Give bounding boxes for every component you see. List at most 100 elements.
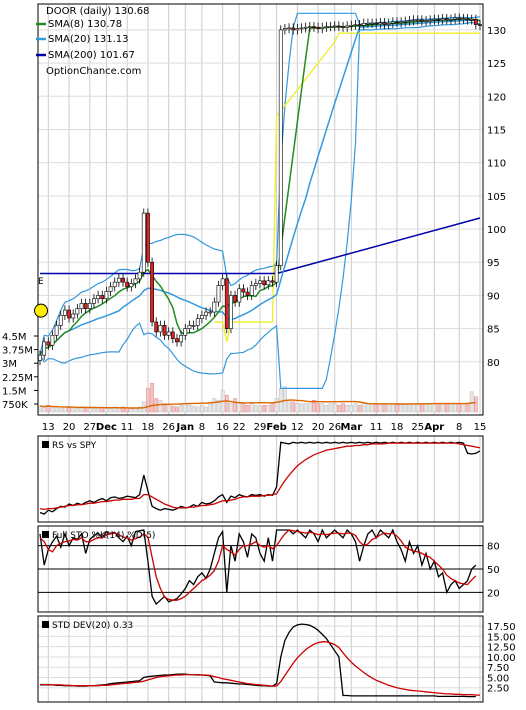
candle-body <box>415 19 420 22</box>
candle-body <box>63 309 67 316</box>
volume-bar <box>469 391 474 413</box>
volume-bar <box>195 406 200 413</box>
watermark-label: OptionChance.com <box>46 66 141 77</box>
volume-bar <box>390 403 395 413</box>
volume-bar <box>349 404 354 413</box>
volume-bar <box>150 383 154 413</box>
volume-bar <box>307 403 312 413</box>
candle-body <box>428 19 433 22</box>
price-chart-title: DOOR (daily) 130.68 <box>46 6 150 17</box>
candle-body <box>58 315 63 326</box>
indicator-y-tick-label: 20 <box>487 588 500 599</box>
volume-bar <box>366 403 370 413</box>
candle-body <box>175 338 179 343</box>
candle-body <box>133 278 138 284</box>
volume-bar <box>453 403 457 413</box>
volume-bar <box>175 406 179 413</box>
price-panel-frame <box>37 3 484 416</box>
candle-body <box>162 325 167 336</box>
volume-bar <box>212 398 217 413</box>
grid-layer <box>38 4 483 702</box>
candle-body <box>104 291 109 300</box>
indicator-layer <box>39 441 481 698</box>
volume-bar <box>200 404 204 413</box>
candle-body <box>158 325 163 333</box>
candle-body <box>54 325 59 336</box>
candle-body <box>307 26 312 28</box>
candle-body <box>129 283 134 288</box>
axis-layer: 13 20 27 Dec 11 18 26 Jan 8 16 22 29 Feb 12 20 26 Mar 11 1… <box>2 26 516 695</box>
candle-body <box>457 17 462 20</box>
price-y-tick-label: 95 <box>487 258 500 269</box>
indicator-y-tick-label: 7.50 <box>487 663 509 674</box>
legend-sma8-label: SMA(8) 130.78 <box>48 19 122 30</box>
volume-bar <box>299 403 304 413</box>
volume-bar <box>465 403 470 413</box>
sto-legend-swatch <box>42 531 49 538</box>
volume-bar <box>449 403 453 413</box>
volume-bar <box>341 403 345 413</box>
earnings-marker-circle <box>34 303 48 318</box>
volume-bar <box>432 403 437 413</box>
volume-y-tick-label: 3M <box>2 359 17 370</box>
price-y-tick-label: 120 <box>487 92 506 103</box>
legend-sma200: SMA(200) 101.67 <box>36 50 135 61</box>
candle-body <box>291 27 296 31</box>
candle-body <box>212 301 217 313</box>
candle-body <box>444 18 449 21</box>
indicator-2-series-1-line <box>40 641 480 696</box>
candle-body <box>154 321 159 333</box>
volume-bar <box>208 401 213 413</box>
stddev-panel-title: STD DEV(20) 0.33 <box>52 621 133 631</box>
volume-bar <box>287 399 291 413</box>
x-tick-label: Apr <box>424 422 444 433</box>
volume-bar <box>253 404 258 413</box>
candle-layer <box>38 13 482 366</box>
volume-bar <box>83 408 88 413</box>
volume-bar <box>436 403 441 413</box>
price-y-tick-label: 85 <box>487 325 500 336</box>
volume-bar <box>444 403 449 413</box>
candle-body <box>245 291 250 296</box>
candle-body <box>249 285 254 296</box>
candle-body <box>345 25 350 28</box>
indicator-y-tick-label: 12.50 <box>487 643 516 654</box>
candle-body <box>299 27 304 30</box>
candle-body <box>274 265 279 283</box>
sma200-line-rising <box>276 217 481 275</box>
x-tick-label: 20 <box>312 422 325 433</box>
stddev-legend: STD DEV(20) 0.33 <box>42 621 133 631</box>
sto-legend: Full STO %K(14) %D(5) <box>42 531 155 541</box>
candle-body <box>316 26 321 29</box>
sma8-line <box>39 18 481 356</box>
volume-bar <box>473 396 478 413</box>
volume-bar <box>38 405 42 413</box>
legend-sma20: SMA(20) 131.13 <box>36 34 129 45</box>
x-tick-label: 8 <box>199 422 205 433</box>
candle-body <box>361 22 366 26</box>
x-tick-label: 29 <box>254 422 267 433</box>
volume-bar <box>137 406 142 413</box>
candle-body <box>336 25 341 28</box>
price-y-tick-label: 110 <box>487 159 506 170</box>
x-tick-label: 22 <box>233 422 246 433</box>
candle-body <box>303 26 308 29</box>
volume-bar <box>320 403 325 413</box>
volume-bar <box>407 403 412 413</box>
legend-sma20-label: SMA(20) 131.13 <box>48 34 129 45</box>
x-tick-label: Dec <box>96 422 117 433</box>
volume-bar <box>370 403 374 413</box>
candle-body <box>453 17 457 20</box>
candle-body <box>382 22 387 25</box>
candle-body <box>419 19 424 22</box>
candle-body <box>278 29 283 266</box>
sma-layer <box>39 18 481 356</box>
volume-bar <box>233 398 237 413</box>
signal-line-yellow <box>214 32 480 343</box>
candle-body <box>191 325 196 327</box>
candle-body <box>224 278 229 329</box>
volume-bar <box>129 408 134 413</box>
volume-bar <box>411 403 416 413</box>
